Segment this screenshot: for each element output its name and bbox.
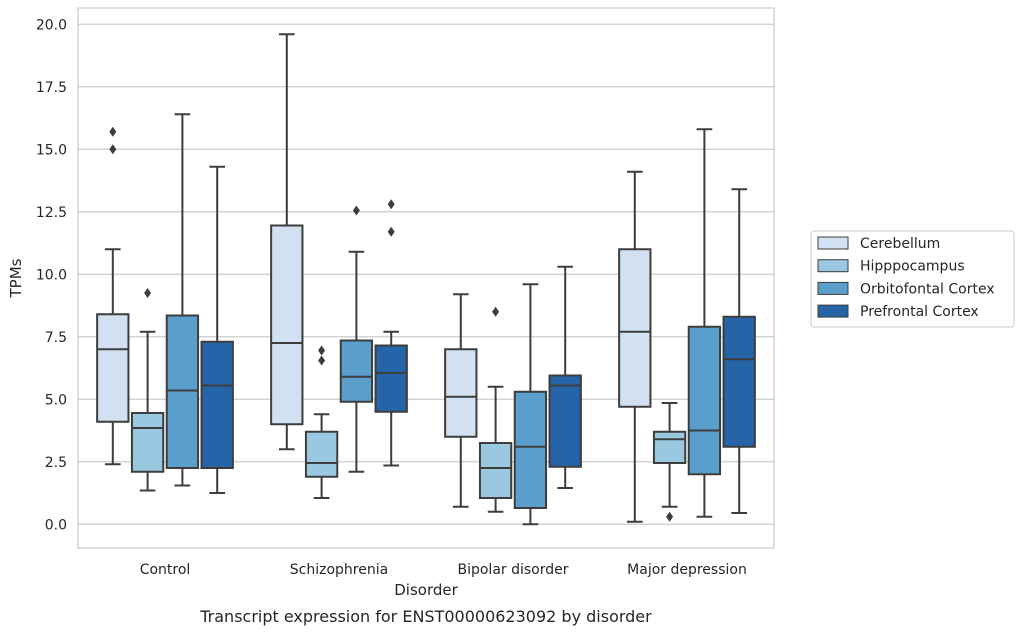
outlier-marker xyxy=(352,205,360,216)
y-tick-label: 10.0 xyxy=(36,267,67,283)
x-tick-label: Major depression xyxy=(627,562,747,578)
x-tick-label: Control xyxy=(140,562,191,578)
y-tick-label: 17.5 xyxy=(36,80,67,96)
box-0-0 xyxy=(96,126,130,466)
legend-label: Orbitofontal Cortex xyxy=(860,281,995,297)
legend-label: Cerebellum xyxy=(860,236,940,252)
box-3-3 xyxy=(722,188,756,514)
box-iqr xyxy=(687,325,722,476)
chart-caption: Transcript expression for ENST0000062309… xyxy=(199,607,652,626)
outlier-marker xyxy=(109,144,117,155)
outlier-marker xyxy=(387,226,395,237)
y-tick-label: 7.5 xyxy=(45,330,67,346)
box-iqr xyxy=(96,313,130,423)
legend-swatch xyxy=(817,259,849,273)
x-tick-label: Schizophrenia xyxy=(290,562,388,578)
y-tick-label: 20.0 xyxy=(36,17,67,33)
box-2-3 xyxy=(548,265,582,489)
box-iqr xyxy=(548,374,582,468)
x-axis-label: Disorder xyxy=(394,581,458,599)
box-3-1 xyxy=(652,402,687,522)
outlier-marker xyxy=(109,126,117,137)
box-iqr xyxy=(513,390,548,509)
x-axis-ticks: Control Schizophrenia Bipolar disorder Majo… xyxy=(140,562,747,578)
box-iqr xyxy=(130,412,165,473)
legend-frame xyxy=(810,230,1015,328)
box-3-0 xyxy=(618,170,652,523)
box-0-1 xyxy=(130,288,165,492)
y-axis-label: TPMs xyxy=(7,258,25,298)
outlier-marker xyxy=(387,199,395,210)
legend-label: Hipppocampus xyxy=(860,259,965,275)
box-1-1 xyxy=(304,345,339,499)
box-iqr xyxy=(200,340,234,469)
legend-swatch xyxy=(817,236,849,250)
box-2-1 xyxy=(478,306,513,513)
legend-swatch xyxy=(817,281,849,295)
box-0-2 xyxy=(165,113,200,487)
box-iqr xyxy=(270,224,304,426)
outlier-marker xyxy=(666,511,674,522)
legend-swatch xyxy=(817,304,849,318)
legend: Cerebellum Hipppocampus Orbitofontal Corte… xyxy=(810,230,1015,328)
outlier-marker xyxy=(144,288,152,298)
boxes xyxy=(96,33,756,526)
box-iqr xyxy=(374,344,408,413)
box-iqr xyxy=(652,430,687,464)
box-iqr xyxy=(722,315,756,448)
box-3-2 xyxy=(687,128,722,518)
y-tick-label: 0.0 xyxy=(45,517,67,533)
box-0-3 xyxy=(200,165,234,494)
box-1-3 xyxy=(374,199,408,467)
box-1-2 xyxy=(339,205,374,473)
box-2-0 xyxy=(444,293,478,508)
box-iqr xyxy=(618,248,652,408)
legend-label: Prefrontal Cortex xyxy=(860,304,979,320)
outlier-marker xyxy=(492,306,500,317)
y-axis-ticks: 0.0 2.5 5.0 7.5 10.0 12.5 15.0 17.5 20.0 xyxy=(36,17,67,533)
box-iqr xyxy=(165,314,200,469)
plot-frame xyxy=(77,7,775,549)
outlier-marker xyxy=(318,345,326,356)
y-tick-label: 12.5 xyxy=(36,205,67,221)
y-tick-label: 2.5 xyxy=(45,455,67,471)
box-iqr xyxy=(304,430,339,478)
x-tick-label: Bipolar disorder xyxy=(457,562,568,578)
box-2-2 xyxy=(513,283,548,526)
box-iqr xyxy=(339,339,374,403)
box-iqr xyxy=(478,442,513,499)
outlier-marker xyxy=(318,355,326,366)
box-iqr xyxy=(444,348,478,438)
y-tick-label: 5.0 xyxy=(45,392,67,408)
box-1-0 xyxy=(270,33,304,451)
y-tick-label: 15.0 xyxy=(36,142,67,158)
